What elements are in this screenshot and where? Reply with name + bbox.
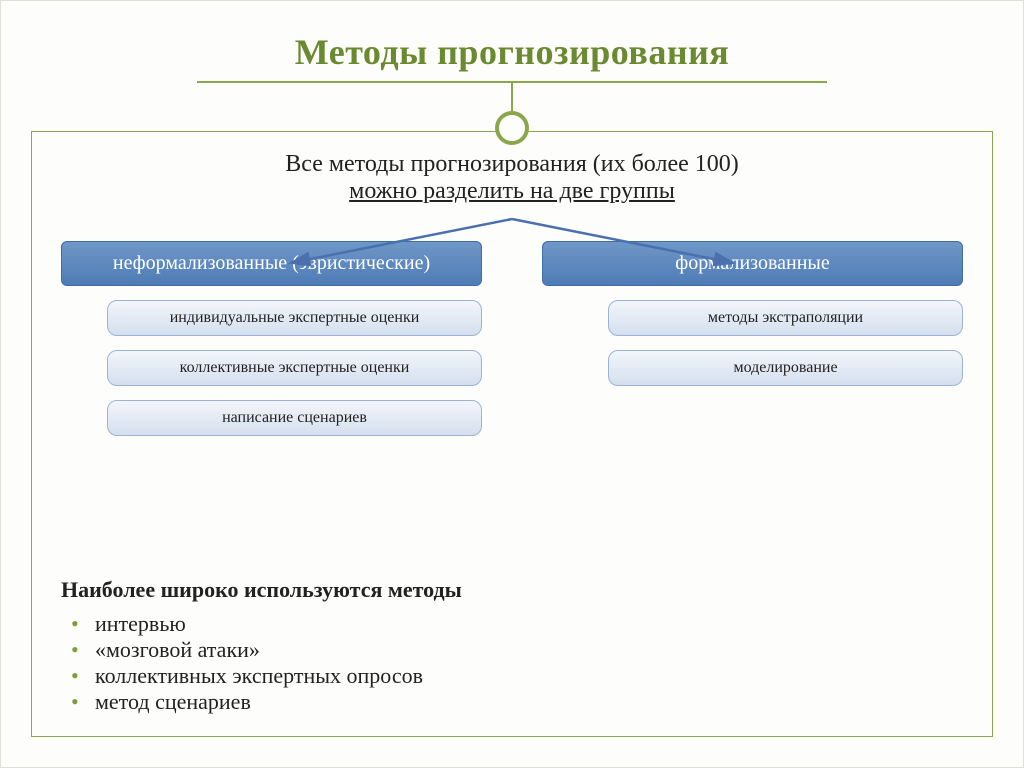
footer-lead: Наиболее широко используются методы [61, 577, 462, 603]
subtitle: Все методы прогнозирования (их более 100… [1, 151, 1023, 205]
arrow-right [512, 219, 734, 263]
left-child-1: коллективные экспертные оценки [107, 350, 482, 386]
footer-item-2: коллективных экспертных опросов [71, 663, 462, 689]
subtitle-line1: Все методы прогнозирования (их более 100… [1, 151, 1023, 178]
footer: Наиболее широко используются методы инте… [61, 577, 462, 715]
page-title: Методы прогнозирования [1, 31, 1023, 83]
right-child-1: моделирование [608, 350, 963, 386]
left-children: индивидуальные экспертные оценки коллект… [107, 300, 482, 436]
title-ring-icon [495, 111, 529, 145]
right-children: методы экстраполяции моделирование [608, 300, 963, 386]
left-child-2: написание сценариев [107, 400, 482, 436]
arrow-left [290, 219, 512, 263]
subtitle-line2: можно разделить на две группы [1, 178, 1023, 205]
split-arrows-icon [61, 217, 963, 287]
footer-list: интервью «мозговой атаки» коллективных э… [61, 611, 462, 715]
footer-item-1: «мозговой атаки» [71, 637, 462, 663]
diagram: неформализованные (эвристические) индиви… [61, 241, 963, 521]
left-child-0: индивидуальные экспертные оценки [107, 300, 482, 336]
title-text: Методы прогнозирования [295, 32, 730, 72]
right-child-0: методы экстраполяции [608, 300, 963, 336]
footer-item-3: метод сценариев [71, 689, 462, 715]
footer-item-0: интервью [71, 611, 462, 637]
